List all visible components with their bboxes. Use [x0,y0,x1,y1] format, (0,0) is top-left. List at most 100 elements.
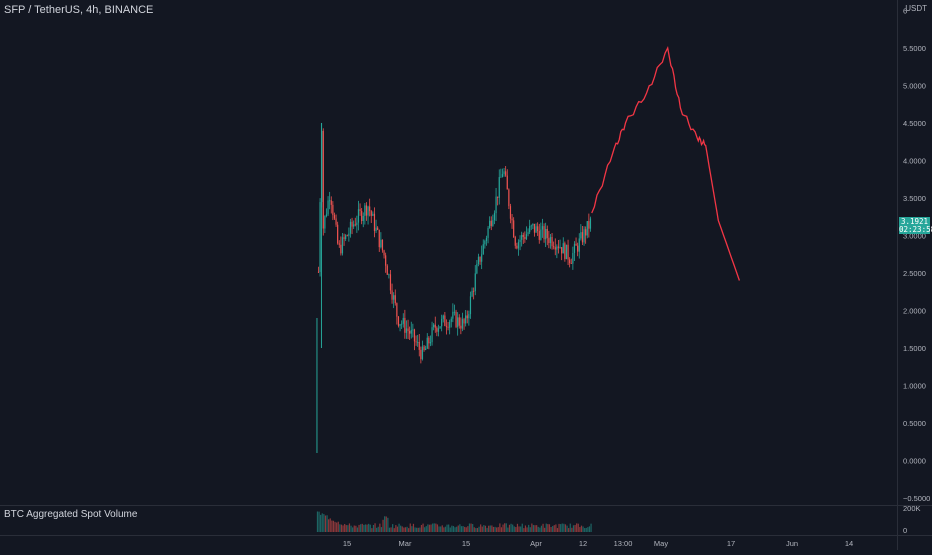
candle-body [458,317,460,326]
volume-bar [532,525,535,532]
candle-body [405,328,408,333]
volume-bar [384,516,386,532]
time-axis-ticks: 15 Mar 15 Apr 12 13:00 May 17 Jun 14 [343,539,853,548]
candle-body [329,200,331,202]
volume-bar [497,527,499,532]
volume-bar [430,524,432,532]
volume-bar [446,524,448,532]
volume-pane-title[interactable]: BTC Aggregated Spot Volume [4,509,138,520]
volume-bar [585,527,587,532]
candle-body [441,318,443,327]
volume-bar [451,525,453,532]
volume-bar [478,526,480,532]
volume-bar [364,524,367,532]
candle-body [583,229,585,243]
symbol-title[interactable]: SFP / TetherUS, 4h, BINANCE [4,4,154,16]
volume-bar [435,523,437,532]
candle-body [589,218,592,229]
volume-bar [406,526,408,532]
volume-bar [356,527,359,532]
volume-bar [432,523,434,532]
volume-bar [334,521,336,532]
candle-body [484,241,486,245]
volume-bar [518,526,520,532]
volume-tick-label: 0 [903,526,907,535]
volume-bar [558,523,560,532]
volume-bar [328,519,330,532]
volume-bar [396,526,399,532]
projection-line[interactable] [591,45,741,281]
candle-body [426,337,428,349]
candle-body [559,247,561,248]
volume-bar [553,525,555,532]
candle-body [362,215,364,221]
candle-body [330,200,332,205]
volume-bar [417,527,419,532]
volume-bar [548,524,551,532]
candle-body [487,227,489,238]
volume-bar [321,513,323,532]
candle-body [357,209,360,223]
candle-body [482,244,484,255]
candle-body [495,196,497,214]
volume-bar [376,527,378,532]
candle-body [378,229,380,248]
candle-body [340,244,342,254]
candle-body [514,237,516,246]
volume-bar [492,526,495,532]
candle-body [409,331,411,334]
candle-body [365,205,368,216]
candle-body [564,243,566,260]
candle-body [553,246,555,248]
candle-body [578,238,580,252]
candle-body [506,175,508,190]
candle-body [423,346,425,350]
candle-body [434,324,436,328]
candle-body [461,319,464,329]
candle-body [513,220,515,238]
volume-bar [542,523,544,532]
candle-body [524,236,526,239]
candle-body [511,218,513,221]
price-axis-ticks: 6 5.5000 5.0000 4.5000 4.0000 3.5000 3.0000 2.5… [903,7,930,504]
volume-bar [470,523,472,532]
volume-bar [441,525,443,532]
volume-bar [398,523,400,532]
candle-body [569,259,571,264]
volume-bar [433,523,435,532]
volume-bar [392,524,394,532]
candle-body [319,202,321,272]
candle-body [338,243,340,245]
candle-body [497,196,499,198]
volume-bar [572,525,575,532]
candle-body [370,211,372,216]
candle-body [586,221,588,236]
candle-body [399,324,401,326]
candle-body [521,234,523,240]
candle-body [354,224,356,226]
candle-body [343,237,345,240]
candle-body [359,209,361,211]
volume-bar [484,525,487,532]
candle-body [401,323,403,325]
volume-bar [425,526,427,532]
volume-bar [388,527,391,532]
candle-body [537,226,539,232]
volume-bar [510,523,512,532]
price-tick-label: 0.0000 [903,457,926,466]
volume-bar [342,525,344,532]
volume-bar [371,528,373,532]
volume-bar [329,518,331,532]
candle-body [333,215,336,219]
candle-body [388,274,390,276]
candle-body [492,220,494,226]
volume-bar [412,523,415,532]
candle-body [346,235,348,237]
volume-bar [577,523,579,532]
volume-bar [476,528,479,532]
candle-body [490,220,492,226]
volume-bar [491,525,493,532]
